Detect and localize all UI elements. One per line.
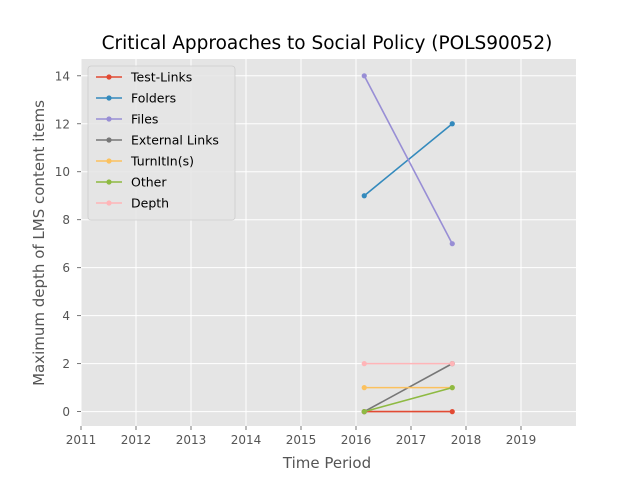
data-point [361, 409, 367, 415]
data-point [449, 361, 455, 367]
legend-entry-depth: Depth [96, 196, 169, 211]
data-point [449, 409, 455, 415]
y-tick-label: 6 [62, 261, 70, 275]
y-axis-label: Maximum depth of LMS content items [30, 100, 48, 386]
y-tick-label: 12 [55, 117, 70, 131]
legend-label: Depth [131, 196, 169, 211]
x-tick-label: 2017 [396, 433, 427, 447]
legend-label: Test-Links [130, 70, 192, 85]
x-tick-label: 2013 [176, 433, 207, 447]
series-files [361, 73, 455, 247]
legend-marker [106, 116, 112, 122]
data-point [449, 121, 455, 127]
x-axis-label: Time Period [282, 454, 371, 472]
x-tick-label: 2012 [121, 433, 152, 447]
data-point [361, 73, 367, 79]
series-layer [361, 73, 455, 415]
legend-label: Folders [131, 91, 176, 106]
legend-marker [106, 179, 112, 185]
legend-entry-turnitin-s: TurnItIn(s) [96, 154, 194, 169]
legend-label: TurnItIn(s) [130, 154, 194, 169]
legend-box [87, 65, 236, 221]
legend-entry-folders: Folders [96, 91, 176, 106]
y-tick-label: 14 [55, 69, 70, 83]
legend-marker [106, 200, 112, 206]
legend-entry-external-links: External Links [96, 133, 219, 148]
legend: Test-Links Folders Files External Links Turn… [87, 65, 236, 221]
x-tick-label: 2016 [341, 433, 372, 447]
x-tick-label: 2015 [286, 433, 317, 447]
legend-entry-files: Files [96, 112, 158, 127]
y-axis-ticks: 0 2 4 6 8 10 12 14 [55, 69, 81, 419]
y-tick-label: 10 [55, 165, 70, 179]
y-tick-label: 8 [62, 213, 70, 227]
legend-entry-other: Other [96, 175, 167, 190]
y-tick-label: 4 [62, 309, 70, 323]
legend-marker [106, 74, 112, 80]
data-point [449, 241, 455, 247]
legend-entry-test-links: Test-Links [96, 70, 192, 85]
legend-marker [106, 137, 112, 143]
data-point [361, 193, 367, 199]
legend-marker [106, 158, 112, 164]
legend-label: External Links [131, 133, 219, 148]
series-other [361, 385, 455, 415]
legend-label: Other [131, 175, 167, 190]
data-point [449, 385, 455, 391]
x-axis-ticks: 2011 2012 2013 2014 2015 2016 2017 2018 2019 [66, 426, 537, 447]
x-tick-label: 2011 [66, 433, 97, 447]
y-tick-label: 0 [62, 405, 70, 419]
chart-title: Critical Approaches to Social Policy (PO… [102, 33, 553, 54]
legend-marker [106, 95, 112, 101]
y-tick-label: 2 [62, 357, 70, 371]
legend-label: Files [131, 112, 158, 127]
x-tick-label: 2014 [231, 433, 262, 447]
series-depth [361, 361, 455, 367]
series-line [364, 386, 453, 413]
data-point [361, 361, 367, 367]
series-line [363, 75, 453, 245]
data-point [361, 385, 367, 391]
x-tick-label: 2019 [506, 433, 537, 447]
x-tick-label: 2018 [451, 433, 482, 447]
